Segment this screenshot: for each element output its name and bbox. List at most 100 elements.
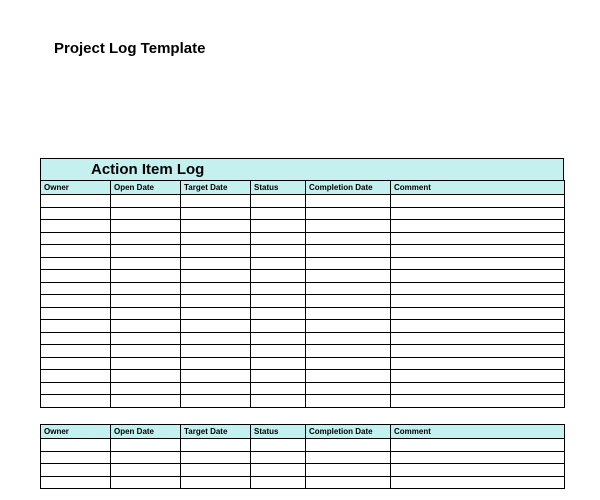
table-cell [111,464,181,477]
table-row [41,195,565,208]
table-cell [181,270,251,283]
table-cell [181,320,251,333]
table-cell [41,232,111,245]
table-cell [41,320,111,333]
table-cell [181,439,251,452]
table-cell [41,245,111,258]
table-cell [111,245,181,258]
table-row [41,439,565,452]
table-cell [391,245,565,258]
table-cell [391,220,565,233]
table-row [41,282,565,295]
table-cell [391,232,565,245]
table-cell [41,220,111,233]
table-cell [251,320,306,333]
table-cell [251,257,306,270]
column-header: Comment [391,181,565,195]
table-cell [181,207,251,220]
table-cell [251,195,306,208]
table-cell [306,439,391,452]
table-cell [181,195,251,208]
table-cell [111,370,181,383]
table-cell [181,220,251,233]
table-row [41,476,565,489]
table-cell [111,295,181,308]
table-cell [181,307,251,320]
table-cell [391,395,565,408]
table-row [41,395,565,408]
page-title: Project Log Template [54,40,205,57]
second-table-container: OwnerOpen DateTarget DateStatusCompletio… [40,424,564,489]
table-row [41,464,565,477]
table-cell [251,345,306,358]
table-cell [41,382,111,395]
table-cell [111,270,181,283]
table-cell [181,232,251,245]
table-row [41,382,565,395]
table-cell [111,207,181,220]
table-cell [181,282,251,295]
table-row [41,295,565,308]
table-cell [111,195,181,208]
table-cell [391,451,565,464]
table-cell [111,232,181,245]
table-row [41,320,565,333]
table-cell [251,382,306,395]
column-header: Target Date [181,181,251,195]
table-cell [251,270,306,283]
column-header: Target Date [181,425,251,439]
table-cell [251,357,306,370]
table-cell [111,320,181,333]
table-row [41,345,565,358]
table-cell [111,382,181,395]
column-header: Status [251,181,306,195]
table-cell [111,307,181,320]
table-cell [181,257,251,270]
table-cell [181,332,251,345]
table-cell [41,282,111,295]
table-cell [111,357,181,370]
table-cell [391,207,565,220]
main-table-title-row: Action Item Log [40,158,564,180]
table-cell [306,307,391,320]
table-cell [181,476,251,489]
table-cell [306,464,391,477]
table-cell [251,451,306,464]
table-cell [251,282,306,295]
table-cell [251,245,306,258]
table-cell [41,345,111,358]
table-cell [306,451,391,464]
main-table-title: Action Item Log [91,161,204,178]
table-cell [306,257,391,270]
table-row [41,451,565,464]
table-cell [391,282,565,295]
table-cell [111,282,181,295]
table-cell [181,464,251,477]
table-row [41,257,565,270]
table-cell [41,270,111,283]
table-cell [251,464,306,477]
table-cell [41,207,111,220]
column-header: Comment [391,425,565,439]
column-header: Owner [41,181,111,195]
table-cell [181,345,251,358]
table-cell [391,464,565,477]
table-cell [306,395,391,408]
table-cell [181,295,251,308]
table-cell [111,332,181,345]
table-cell [391,345,565,358]
table-cell [391,370,565,383]
table-cell [306,357,391,370]
table-cell [251,307,306,320]
table-cell [391,332,565,345]
table-cell [251,295,306,308]
table-cell [306,320,391,333]
table-cell [251,439,306,452]
table-cell [306,370,391,383]
table-cell [111,476,181,489]
table-cell [391,357,565,370]
column-header: Completion Date [306,181,391,195]
table-cell [391,195,565,208]
main-table-container: Action Item Log OwnerOpen DateTarget Dat… [40,158,564,408]
table-row [41,232,565,245]
